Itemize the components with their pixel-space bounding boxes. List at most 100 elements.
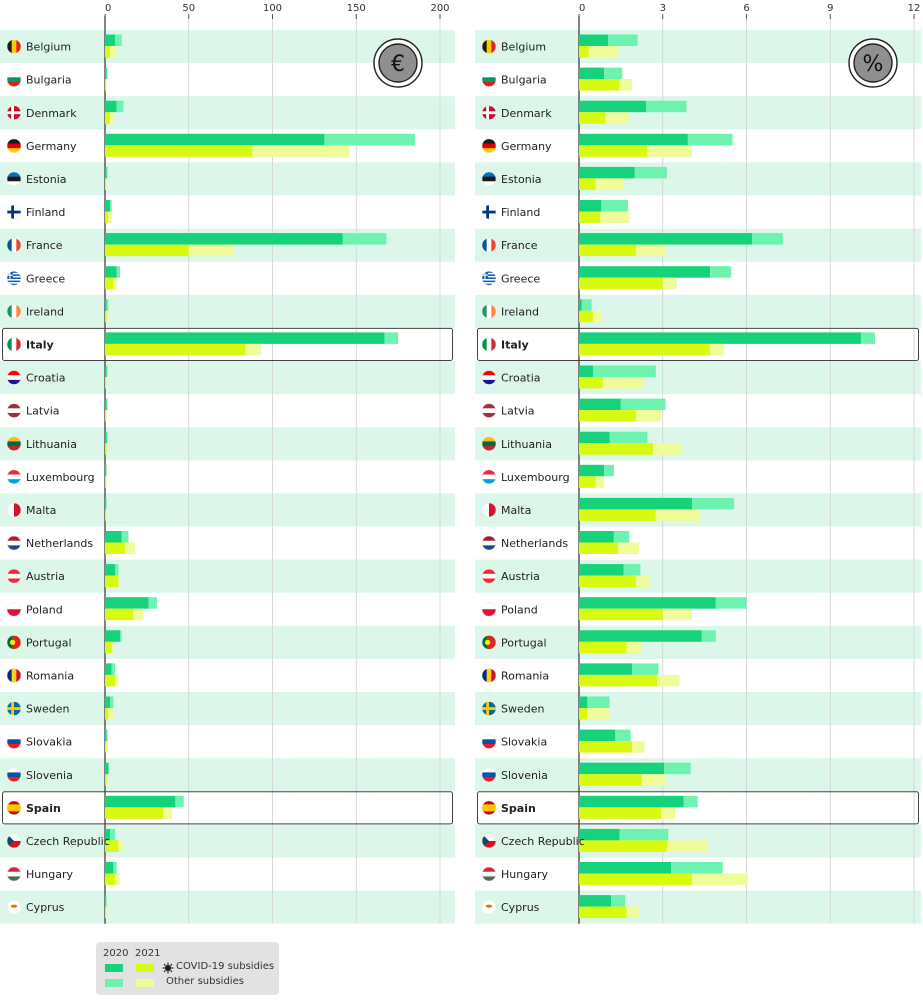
bar-2021-other (595, 476, 605, 488)
country-label: Sweden (26, 703, 69, 716)
bar-2020-other (116, 266, 121, 278)
bar-2020-covid (105, 200, 111, 212)
legend-swatch-other-2020 (105, 979, 123, 987)
flag-malta-icon (6, 502, 22, 518)
row-stripe (0, 96, 455, 130)
bar-2021-covid (579, 608, 663, 621)
country-label: Sweden (501, 703, 544, 716)
bar-2021-other (115, 674, 119, 687)
bar-2020-covid (105, 100, 117, 113)
flag-romania-icon (481, 668, 497, 683)
bar-2020-other (613, 531, 630, 543)
flag-france-icon (6, 237, 22, 253)
bar-2021-covid (105, 310, 107, 323)
bar-2021-other (641, 774, 666, 786)
tick-label: 6 (743, 3, 749, 14)
bar-2021-covid (105, 343, 246, 356)
bar-2020-covid (105, 630, 121, 642)
bar-2021-other (619, 79, 633, 91)
bar-2020-covid (105, 464, 106, 477)
bar-2020-other (120, 630, 122, 642)
bar-2021-covid (579, 840, 667, 852)
bar-2021-other (188, 244, 234, 257)
bar-2021-covid (579, 310, 593, 323)
row-stripe (475, 692, 921, 726)
bar-2021-covid (105, 443, 107, 455)
bar-2020-other (687, 133, 733, 146)
bar-2021-covid (105, 79, 106, 91)
virus-icon (162, 962, 174, 974)
legend-covid-label: COVID-19 subsidies (176, 961, 275, 972)
bar-2020-other (106, 166, 108, 179)
bar-2021-other (118, 840, 124, 852)
country-label: Spain (501, 802, 536, 815)
bar-2021-other (163, 807, 172, 819)
bar-2020-covid (105, 663, 112, 675)
row-stripe (0, 427, 455, 461)
bar-2020-covid (105, 597, 149, 609)
country-label: Cyprus (501, 901, 540, 914)
flag-greece-icon (481, 271, 497, 286)
bar-2021-other (605, 112, 630, 124)
country-label: Austria (501, 570, 540, 583)
bar-2020-covid (105, 862, 114, 874)
flag-finland-icon (481, 204, 497, 220)
country-label: Greece (501, 272, 540, 285)
row-stripe (0, 361, 455, 395)
bar-2021-other (692, 873, 748, 885)
bar-2020-other (121, 531, 129, 543)
bar-2021-covid (579, 873, 693, 885)
bar-2021-other (106, 741, 108, 753)
bar-2021-other (657, 674, 680, 687)
bar-2021-other (602, 377, 644, 389)
country-label: Slovenia (501, 769, 548, 782)
country-label: Czech Republic (26, 835, 110, 848)
bar-2021-other (588, 46, 619, 58)
bar-2021-covid (105, 608, 134, 621)
bar-2021-other (105, 509, 107, 521)
country-label: Bulgaria (26, 74, 72, 87)
bar-2021-other (655, 509, 701, 521)
country-label: Romania (501, 669, 549, 682)
bar-2020-covid (579, 597, 716, 609)
flag-germany-icon (481, 138, 497, 154)
bar-2021-other (108, 708, 114, 720)
country-label: Latvia (501, 405, 535, 418)
bar-2021-other (105, 79, 107, 91)
bar-2021-covid (105, 807, 164, 819)
bar-2021-covid (105, 476, 106, 488)
country-label: Ireland (26, 305, 64, 318)
bar-2021-covid (579, 906, 627, 919)
flag-hungary-icon (481, 866, 497, 882)
bar-2020-other (671, 862, 723, 874)
bar-2021-covid (579, 277, 663, 290)
bar-2021-covid (579, 542, 619, 554)
bar-2020-covid (105, 895, 106, 907)
flag-denmark-icon (481, 105, 497, 120)
bar-2021-other (133, 608, 144, 621)
bar-2021-other (105, 906, 107, 919)
row-stripe (0, 692, 455, 726)
bar-2021-other (110, 112, 114, 124)
tick-label: 9 (827, 3, 833, 14)
bar-2021-covid (579, 178, 596, 190)
bar-2021-covid (105, 641, 112, 654)
bar-2020-other (609, 431, 648, 444)
highlight-frame (477, 791, 919, 825)
bar-2021-other (125, 542, 136, 554)
bar-2021-covid (579, 211, 600, 223)
bar-2020-other (683, 795, 698, 808)
bar-2020-other (608, 34, 638, 46)
bar-2021-other (599, 211, 630, 223)
bar-2020-covid (105, 398, 107, 411)
bar-2020-covid (579, 67, 605, 80)
bar-2020-other (113, 862, 117, 874)
bar-2021-covid (105, 840, 119, 852)
country-label: Malta (26, 504, 56, 517)
bar-2020-other (615, 729, 631, 742)
bar-2020-other (324, 133, 415, 146)
country-label: Estonia (501, 173, 542, 186)
flag-malta-icon (481, 502, 497, 518)
bar-2021-other (662, 608, 693, 621)
country-label: Poland (26, 603, 63, 616)
